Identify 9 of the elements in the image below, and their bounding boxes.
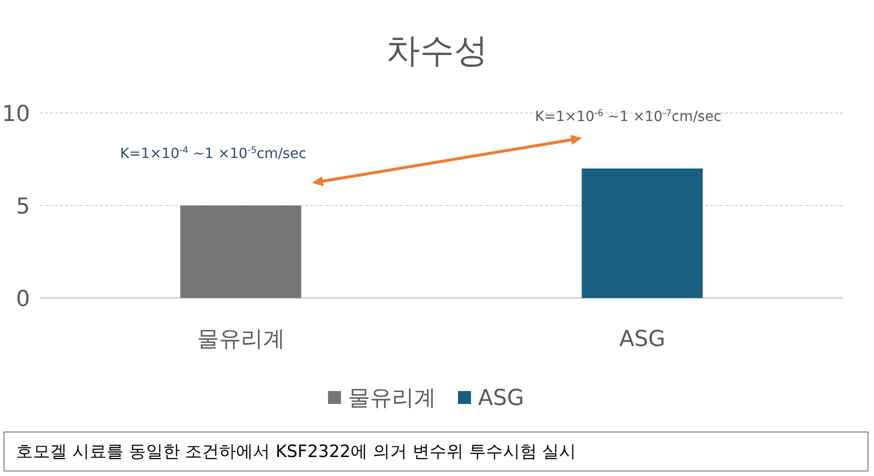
chart-title: 차수성: [386, 31, 488, 71]
legend-label: 물유리계: [348, 386, 436, 411]
y-tick-label: 10: [2, 102, 30, 127]
annotation: K=1×10$^{-6}$ ~1 ×10$^{-7}$cm/sec: [535, 109, 722, 125]
y-tick-label: 5: [16, 194, 30, 220]
y-tick-label: 0: [16, 287, 30, 312]
annotation: K=1×10$^{-4}$ ~1 ×10$^{-5}$cm/sec: [120, 146, 306, 162]
text: 호모겔 시료를 동일한 조건하에서 KSF2322에 의거 변수위 투수시험 실시: [16, 442, 576, 462]
legend-label: ASG: [478, 386, 524, 411]
